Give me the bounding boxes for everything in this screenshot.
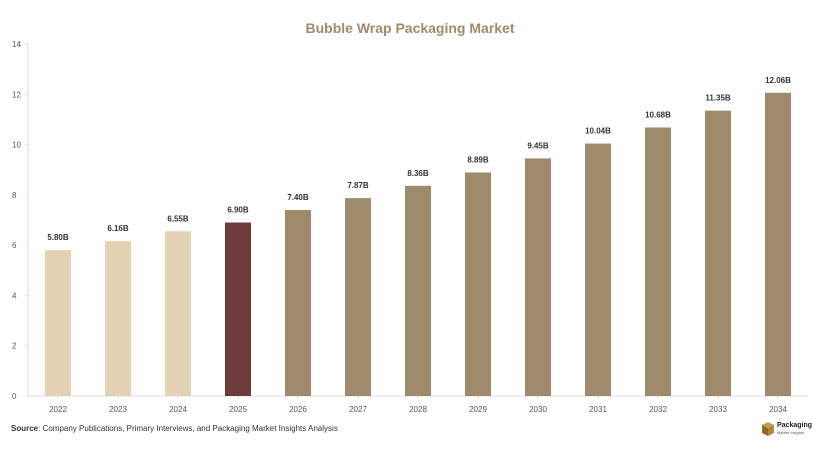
bar	[585, 143, 611, 396]
data-label: 8.36B	[407, 169, 429, 178]
source-text: : Company Publications, Primary Intervie…	[38, 424, 338, 433]
y-tick-label: 2	[12, 342, 17, 351]
y-tick-label: 14	[12, 40, 21, 49]
bar	[705, 110, 731, 396]
bars	[45, 92, 791, 396]
bar	[165, 231, 191, 396]
bar	[405, 185, 431, 396]
bar	[345, 198, 371, 396]
data-label: 7.87B	[347, 181, 369, 190]
logo-main-text: Packaging	[777, 422, 813, 429]
x-tick-label: 2026	[289, 405, 307, 414]
x-tick-label: 2032	[649, 405, 667, 414]
y-tick-label: 0	[12, 392, 17, 401]
y-tick-label: 4	[12, 291, 17, 300]
y-tick-label: 6	[12, 241, 17, 250]
bar	[645, 127, 671, 396]
y-tick-label: 8	[12, 191, 17, 200]
data-label: 8.89B	[467, 155, 489, 164]
source-label: Source	[11, 424, 39, 433]
x-tick-label: 2034	[769, 405, 787, 414]
source-note: Source: Company Publications, Primary In…	[11, 424, 338, 433]
bar	[105, 241, 131, 396]
x-tick-label: 2022	[49, 405, 67, 414]
bar	[285, 209, 311, 396]
chart-title: Bubble Wrap Packaging Market	[305, 20, 515, 36]
data-label: 9.45B	[527, 141, 549, 150]
logo-sub-text: Market Insights	[777, 430, 805, 435]
data-label: 5.80B	[47, 233, 69, 242]
x-tick-label: 2030	[529, 405, 547, 414]
data-labels: 5.80B 6.16B 6.55B 6.90B 7.40B 7.87B 8.36B 8.89B…	[47, 76, 791, 242]
x-axis: 2022 2023 2024 2025 2026 2027 2028 2029 2030 2031…	[28, 395, 808, 414]
x-tick-label: 2023	[109, 405, 127, 414]
bar	[765, 92, 791, 396]
box-logo-icon	[762, 422, 774, 436]
y-tick-label: 12	[12, 90, 21, 99]
x-tick-label: 2028	[409, 405, 427, 414]
x-tick-label: 2027	[349, 405, 367, 414]
x-tick-label: 2029	[469, 405, 487, 414]
data-label: 10.04B	[585, 127, 611, 136]
data-label: 11.35B	[705, 94, 731, 103]
data-label: 7.40B	[287, 193, 309, 202]
x-tick-label: 2033	[709, 405, 727, 414]
data-label: 6.90B	[227, 206, 249, 215]
y-tick-label: 10	[12, 141, 21, 150]
bar	[525, 158, 551, 396]
x-tick-label: 2025	[229, 405, 247, 414]
y-axis: 0 2 4 6 8 10 12 14	[12, 40, 29, 401]
bar	[225, 222, 251, 396]
data-label: 10.68B	[645, 110, 671, 119]
data-label: 6.55B	[167, 214, 189, 223]
data-label: 6.16B	[107, 224, 129, 233]
x-tick-label: 2031	[589, 405, 607, 414]
bar	[465, 172, 491, 396]
bar	[45, 250, 71, 396]
x-tick-label: 2024	[169, 405, 187, 414]
brand-logo: Packaging Market Insights	[762, 422, 812, 436]
data-label: 12.06B	[765, 76, 791, 85]
